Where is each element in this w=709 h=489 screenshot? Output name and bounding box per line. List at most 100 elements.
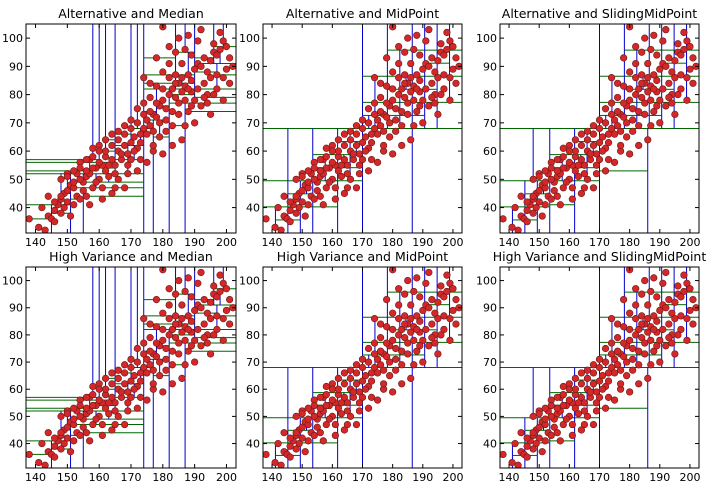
data-point (419, 306, 427, 315)
data-point (595, 363, 604, 372)
data-point (395, 315, 403, 323)
x-tick-label: 180 (619, 471, 640, 484)
data-point (662, 304, 670, 312)
x-tick-label: 160 (322, 471, 343, 484)
data-point (277, 461, 285, 468)
x-tick-label: 200 (679, 236, 700, 249)
y-tick-label: 40 (483, 438, 497, 451)
data-point (194, 325, 202, 334)
data-point (51, 442, 59, 450)
data-point (431, 309, 439, 317)
data-point (313, 187, 321, 195)
data-point (580, 184, 589, 192)
data-point (95, 396, 103, 404)
data-point (316, 192, 324, 200)
data-point (398, 85, 406, 93)
data-point (683, 315, 691, 323)
data-point (367, 139, 376, 147)
data-point (589, 122, 598, 130)
data-point (665, 295, 673, 304)
data-point (449, 306, 457, 315)
data-point (604, 155, 613, 164)
data-point (595, 124, 604, 133)
data-point (334, 404, 342, 412)
data-point (665, 54, 673, 62)
data-point (577, 141, 586, 150)
data-point (401, 48, 409, 56)
data-point (671, 110, 679, 118)
data-point (57, 429, 65, 437)
data-point (422, 85, 430, 93)
data-point (63, 434, 71, 442)
data-point (181, 122, 189, 130)
data-point (565, 385, 573, 393)
data-point (638, 93, 646, 102)
data-point (610, 130, 619, 138)
data-point (181, 96, 189, 104)
data-point (184, 274, 192, 282)
data-point (550, 423, 558, 431)
subplot-title: High Variance and SlidingMidPoint (493, 249, 707, 264)
data-point (108, 155, 116, 164)
data-point (370, 350, 379, 358)
x-tick-label: 190 (412, 236, 433, 249)
data-point (407, 328, 415, 336)
data-point (310, 195, 318, 203)
data-point (340, 130, 349, 138)
data-point (316, 429, 324, 437)
data-point (434, 298, 442, 306)
data-point (419, 119, 427, 127)
y-tick-label: 100 (476, 275, 497, 288)
data-point (101, 404, 110, 412)
data-point (434, 315, 442, 323)
data-point (114, 374, 122, 382)
data-point (401, 334, 409, 342)
data-point (413, 325, 421, 334)
data-point (226, 54, 234, 62)
data-point (127, 355, 135, 363)
data-point (203, 309, 211, 317)
data-point (168, 380, 176, 388)
data-point (200, 334, 208, 342)
data-point (656, 358, 664, 366)
data-point (677, 85, 685, 93)
data-point (401, 71, 409, 79)
x-tick-label: 160 (322, 236, 343, 249)
data-point (577, 155, 586, 164)
data-point (644, 315, 652, 323)
data-point (111, 420, 119, 429)
data-point (620, 82, 628, 90)
data-point (383, 113, 391, 121)
data-point (322, 153, 330, 161)
data-point (665, 79, 673, 87)
data-point (416, 102, 424, 110)
y-tick-label: 80 (483, 329, 497, 342)
data-point (101, 374, 110, 382)
data-point (395, 59, 403, 68)
data-point (523, 442, 531, 450)
data-point (181, 287, 189, 296)
data-point (162, 105, 170, 113)
x-tick-label: 140 (262, 236, 283, 249)
data-point (165, 285, 173, 293)
data-point (398, 141, 406, 150)
data-point (607, 363, 616, 372)
data-point (419, 96, 427, 104)
data-point (70, 167, 78, 175)
data-point (443, 28, 451, 37)
data-point (35, 223, 43, 231)
data-point (280, 429, 288, 437)
data-point (529, 175, 537, 183)
data-point (562, 415, 570, 423)
data-point (322, 144, 330, 152)
data-point (404, 350, 412, 358)
data-point (613, 347, 622, 355)
data-point (580, 407, 589, 415)
data-point (133, 119, 141, 127)
data-point (553, 192, 561, 200)
data-point (601, 105, 610, 113)
data-point (617, 141, 625, 150)
data-point (653, 342, 661, 350)
data-point (200, 93, 208, 102)
data-point (286, 453, 294, 461)
